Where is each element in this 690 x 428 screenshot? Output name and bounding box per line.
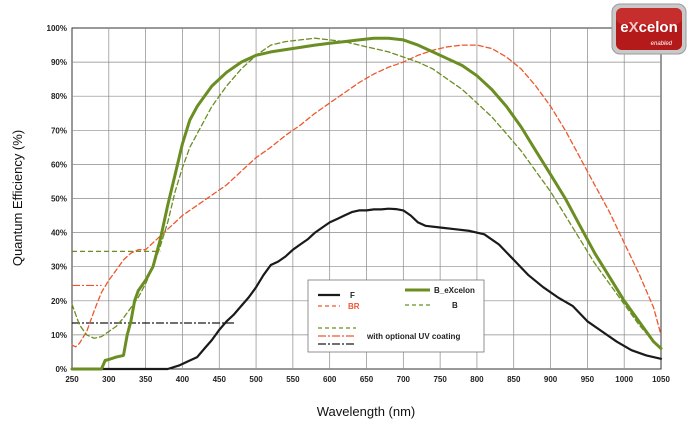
- legend-label-uv: with optional UV coating: [366, 332, 460, 341]
- x-tick-label: 350: [139, 375, 153, 384]
- y-tick-label: 50%: [51, 195, 67, 204]
- x-tick-label: 1000: [615, 375, 633, 384]
- y-axis-ticks: 0% 10% 20% 30% 40% 50% 60% 70% 80% 90% 100%: [47, 24, 67, 374]
- y-tick-label: 60%: [51, 160, 67, 169]
- legend: F BR B_eXcelon B with optional UV coatin…: [307, 279, 485, 353]
- x-tick-label: 600: [323, 375, 337, 384]
- y-axis-title: Quantum Efficiency (%): [10, 130, 25, 266]
- x-tick-label: 450: [213, 375, 227, 384]
- series-line-f: [70, 207, 663, 371]
- x-tick-label: 750: [433, 375, 447, 384]
- y-tick-label: 0%: [55, 365, 67, 374]
- x-tick-label: 1050: [652, 375, 670, 384]
- logo-highlight: [616, 8, 682, 24]
- logo-subtext: enabled: [651, 41, 673, 47]
- y-tick-label: 20%: [51, 297, 67, 306]
- legend-label-br: BR: [348, 302, 360, 311]
- y-tick-label: 80%: [51, 92, 67, 101]
- y-tick-label: 90%: [51, 58, 67, 67]
- x-tick-label: 800: [470, 375, 484, 384]
- uv-coating-lines: [72, 250, 234, 324]
- x-axis-title: Wavelength (nm): [317, 404, 416, 419]
- legend-label-f: F: [350, 291, 355, 300]
- x-tick-label: 550: [286, 375, 300, 384]
- x-tick-label: 700: [397, 375, 411, 384]
- y-tick-label: 70%: [51, 126, 67, 135]
- legend-label-b: B: [452, 301, 458, 310]
- y-tick-label: 10%: [51, 331, 67, 340]
- x-tick-label: 950: [581, 375, 595, 384]
- x-tick-label: 650: [360, 375, 374, 384]
- y-tick-label: 100%: [47, 24, 67, 33]
- series-line-b-excelon: [70, 36, 663, 371]
- x-tick-label: 250: [65, 375, 79, 384]
- series-line-br: [71, 44, 662, 348]
- legend-box: [307, 279, 485, 353]
- legend-label-b-excelon: B_eXcelon: [434, 286, 475, 295]
- series-group: [70, 36, 663, 371]
- x-tick-label: 900: [544, 375, 558, 384]
- x-tick-label: 500: [249, 375, 263, 384]
- y-tick-label: 40%: [51, 229, 67, 238]
- x-tick-label: 850: [507, 375, 521, 384]
- x-tick-label: 400: [176, 375, 190, 384]
- x-tick-label: 300: [102, 375, 116, 384]
- logo-wordmark: eXcelon: [620, 19, 678, 36]
- x-axis-ticks: 250 300 350 400 450 500 550 600 650 700 750 800 850 9…: [65, 375, 670, 384]
- y-tick-label: 30%: [51, 263, 67, 272]
- series-line-b: [71, 37, 662, 350]
- excelon-logo: eXcelon enabled: [611, 3, 687, 55]
